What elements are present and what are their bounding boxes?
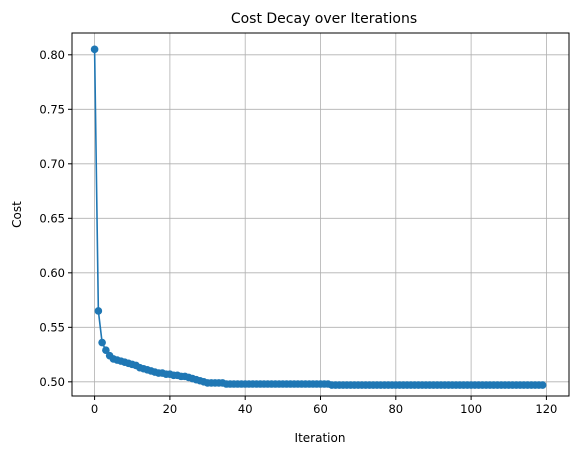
y-tick-label: 0.60 [39,266,65,280]
data-point [538,381,547,389]
y-tick-label: 0.75 [39,102,65,116]
y-axis-label: Cost [10,201,24,228]
x-tick-label: 80 [388,402,403,416]
x-tick-label: 60 [313,402,328,416]
x-axis-label: Iteration [295,431,346,445]
x-tick-label: 120 [535,402,557,416]
chart-title: Cost Decay over Iterations [231,11,417,27]
data-point [90,45,99,54]
data-point [98,338,106,347]
data-series [90,45,547,389]
plot-frame [71,32,570,397]
y-tick-label: 0.50 [39,375,65,389]
axis-ticks: 0 20 40 60 80 100 120 0.50 0.55 0.60 0.65 0.70 0.75 0… [39,48,557,416]
y-tick-label: 0.80 [39,48,65,62]
grid-lines [72,33,569,396]
x-tick-label: 20 [163,402,178,416]
y-tick-label: 0.65 [39,211,65,225]
y-tick-label: 0.70 [39,157,65,171]
x-tick-label: 0 [91,402,98,416]
series-line [93,49,543,386]
x-tick-label: 40 [238,402,253,416]
x-tick-label: 100 [460,402,482,416]
data-point [94,307,103,315]
y-tick-label: 0.55 [39,320,65,334]
data-point [102,346,110,355]
